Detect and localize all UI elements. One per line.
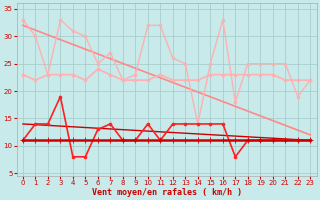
- X-axis label: Vent moyen/en rafales ( km/h ): Vent moyen/en rafales ( km/h ): [92, 188, 242, 197]
